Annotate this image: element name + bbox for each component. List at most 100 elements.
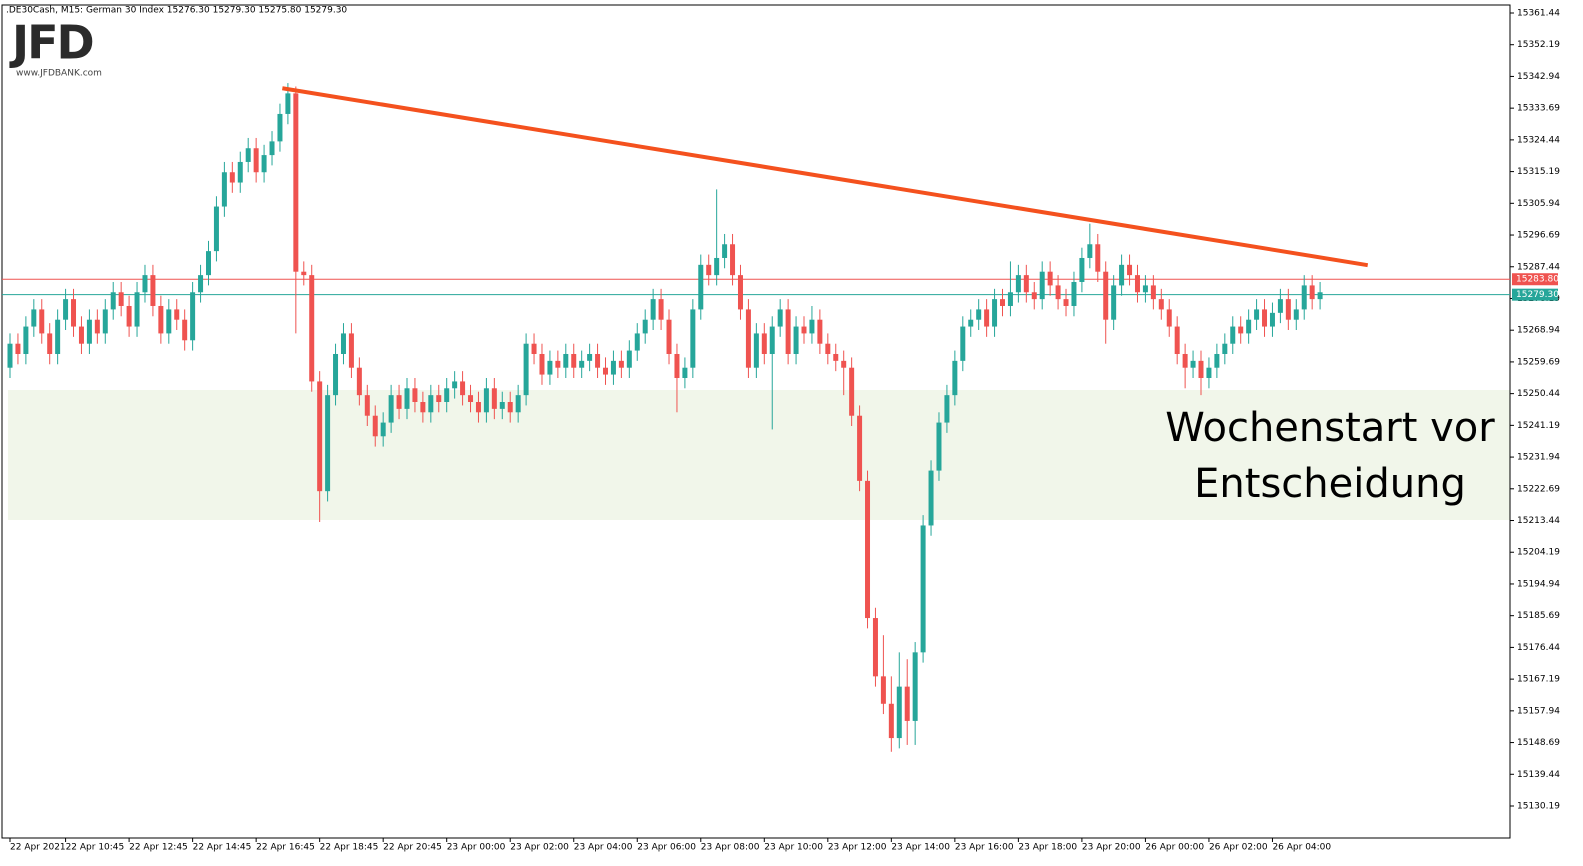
- candle-body: [333, 353, 339, 396]
- candle-body: [698, 264, 704, 310]
- candle-body: [78, 326, 84, 344]
- candle-body: [547, 360, 553, 375]
- candle-body: [1079, 257, 1085, 282]
- candle-body: [174, 309, 180, 320]
- y-tick-label: 15185.69: [1517, 611, 1560, 621]
- y-tick-label: 15259.69: [1517, 357, 1560, 367]
- candle-body: [1111, 285, 1117, 320]
- candle-body: [166, 309, 172, 334]
- candle-body: [682, 367, 688, 378]
- candle-body: [364, 395, 370, 416]
- candle-body: [896, 686, 902, 739]
- candle-body: [55, 319, 61, 354]
- candle-body: [603, 367, 608, 375]
- candle-body: [388, 395, 394, 423]
- candle-body: [912, 652, 918, 721]
- candle-body: [1039, 271, 1045, 300]
- candle-body: [31, 309, 37, 327]
- candle-body: [396, 395, 402, 409]
- candle-body: [1293, 309, 1299, 320]
- candle-body: [849, 367, 855, 416]
- candle-body: [825, 343, 831, 354]
- candle-body: [1309, 285, 1315, 300]
- y-tick-label: 15361.44: [1517, 8, 1560, 18]
- candle-body: [579, 360, 585, 368]
- candle-body: [1119, 264, 1125, 286]
- candle-body: [39, 309, 45, 334]
- candle-body: [285, 93, 291, 114]
- candle-body: [47, 333, 53, 354]
- x-tick-label: 26 Apr 02:00: [1209, 843, 1268, 853]
- candle-body: [126, 305, 132, 327]
- candle-body: [1269, 312, 1275, 327]
- y-tick-label: 15305.94: [1517, 199, 1560, 209]
- candle-body: [94, 319, 100, 334]
- candle-body: [841, 360, 847, 368]
- y-tick-label: 15194.94: [1517, 579, 1560, 589]
- y-tick-label: 15315.19: [1517, 167, 1560, 177]
- candle-body: [745, 309, 751, 368]
- x-tick-label: 23 Apr 12:00: [828, 843, 887, 853]
- x-tick-label: 23 Apr 06:00: [637, 843, 696, 853]
- candle-body: [325, 395, 331, 492]
- y-tick-label: 15324.44: [1517, 135, 1560, 145]
- candle-body: [666, 319, 672, 354]
- y-tick-label: 15268.94: [1517, 326, 1560, 336]
- candle-body: [158, 305, 164, 334]
- candle-body: [452, 381, 458, 389]
- price-label: 15279.30: [1516, 290, 1559, 300]
- candle-body: [960, 326, 966, 361]
- candle-body: [1214, 353, 1220, 368]
- candle-body: [539, 353, 545, 375]
- candle-body: [857, 415, 863, 481]
- candle-body: [261, 155, 267, 173]
- y-tick-label: 15139.44: [1517, 770, 1560, 780]
- candle-body: [642, 319, 648, 334]
- candle-body: [515, 395, 521, 413]
- candle-body: [888, 703, 894, 739]
- candle-body: [1095, 244, 1101, 272]
- candle-body: [928, 470, 934, 526]
- x-tick-label: 23 Apr 08:00: [701, 843, 760, 853]
- x-tick-label: 23 Apr 16:00: [955, 843, 1014, 853]
- y-tick-label: 15241.19: [1517, 421, 1560, 431]
- candle-body: [595, 353, 601, 368]
- candle-body: [610, 360, 616, 375]
- x-tick-label: 22 Apr 16:45: [256, 843, 315, 853]
- candle-body: [436, 395, 442, 403]
- candle-body: [634, 333, 640, 351]
- y-tick-label: 15167.19: [1517, 675, 1560, 685]
- x-tick-label: 22 Apr 14:45: [193, 843, 252, 853]
- y-tick-label: 15222.69: [1517, 484, 1560, 494]
- candle-body: [984, 309, 990, 327]
- candle-body: [571, 353, 577, 368]
- candle-body: [865, 480, 871, 619]
- x-tick-label: 23 Apr 02:00: [510, 843, 569, 853]
- y-tick-label: 15157.94: [1517, 706, 1560, 716]
- candle-body: [809, 319, 815, 334]
- candle-body: [1190, 360, 1196, 368]
- candle-body: [1166, 309, 1172, 327]
- candle-body: [253, 148, 259, 173]
- candle-body: [555, 360, 561, 368]
- y-tick-label: 15148.69: [1517, 738, 1560, 748]
- candle-body: [102, 309, 108, 334]
- candle-body: [920, 525, 926, 653]
- candle-body: [15, 343, 21, 354]
- candle-body: [1222, 343, 1228, 354]
- candle-body: [1015, 275, 1021, 293]
- x-tick-label: 23 Apr 10:00: [764, 843, 823, 853]
- candle-body: [1206, 367, 1212, 378]
- candle-body: [1174, 326, 1180, 354]
- candle-body: [706, 264, 712, 276]
- candle-body: [1047, 271, 1053, 286]
- candle-body: [793, 326, 799, 354]
- candle-body: [142, 275, 148, 293]
- candle-body: [118, 292, 124, 306]
- candle-body: [348, 333, 354, 368]
- x-tick-label: 23 Apr 20:00: [1082, 843, 1141, 853]
- candle-body: [7, 343, 13, 368]
- annotation: Wochenstart vor: [1165, 405, 1495, 451]
- x-tick-label: 26 Apr 04:00: [1272, 843, 1331, 853]
- candle-body: [761, 333, 767, 354]
